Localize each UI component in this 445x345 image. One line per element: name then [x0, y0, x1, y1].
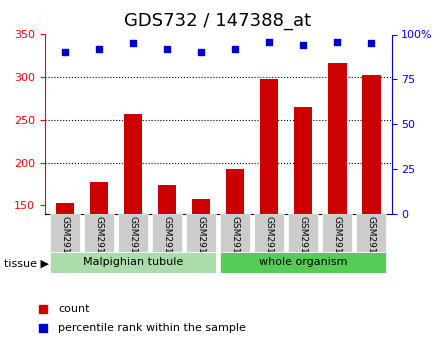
Bar [158, 185, 176, 214]
FancyBboxPatch shape [49, 252, 216, 273]
FancyBboxPatch shape [152, 214, 182, 252]
Text: GSM29182: GSM29182 [367, 216, 376, 265]
FancyBboxPatch shape [356, 214, 387, 252]
Bar [362, 75, 380, 214]
Point [231, 46, 239, 52]
FancyBboxPatch shape [254, 214, 284, 252]
FancyBboxPatch shape [84, 214, 114, 252]
FancyBboxPatch shape [220, 252, 387, 273]
Text: tissue ▶: tissue ▶ [4, 259, 49, 269]
Text: GSM29177: GSM29177 [197, 216, 206, 265]
Point [129, 41, 137, 46]
FancyBboxPatch shape [117, 214, 148, 252]
Point [61, 50, 69, 55]
FancyBboxPatch shape [322, 214, 352, 252]
Text: GSM29174: GSM29174 [94, 216, 103, 265]
Text: whole organism: whole organism [259, 257, 348, 267]
Bar [294, 107, 312, 214]
Text: GSM29181: GSM29181 [333, 216, 342, 265]
Text: GSM29178: GSM29178 [231, 216, 239, 265]
Bar [56, 203, 74, 214]
Point [163, 46, 170, 52]
Text: GSM29180: GSM29180 [299, 216, 307, 265]
Text: percentile rank within the sample: percentile rank within the sample [58, 323, 246, 333]
FancyBboxPatch shape [186, 214, 216, 252]
Point [198, 50, 205, 55]
FancyBboxPatch shape [220, 214, 251, 252]
Text: GSM29175: GSM29175 [129, 216, 138, 265]
Point [95, 46, 102, 52]
Text: GSM29176: GSM29176 [162, 216, 171, 265]
Bar [226, 169, 244, 214]
Bar [192, 199, 210, 214]
FancyBboxPatch shape [49, 214, 80, 252]
Title: GDS732 / 147388_at: GDS732 / 147388_at [125, 12, 312, 30]
Text: GSM29173: GSM29173 [61, 216, 69, 265]
Bar [89, 182, 108, 214]
Point [299, 42, 307, 48]
Bar [124, 114, 142, 214]
Bar [328, 63, 347, 214]
Point [334, 39, 341, 45]
Point [266, 39, 273, 45]
Point [368, 41, 375, 46]
Text: count: count [58, 304, 90, 314]
FancyBboxPatch shape [288, 214, 319, 252]
Bar [260, 79, 279, 214]
Text: Malpighian tubule: Malpighian tubule [83, 257, 183, 267]
Text: GSM29179: GSM29179 [265, 216, 274, 265]
